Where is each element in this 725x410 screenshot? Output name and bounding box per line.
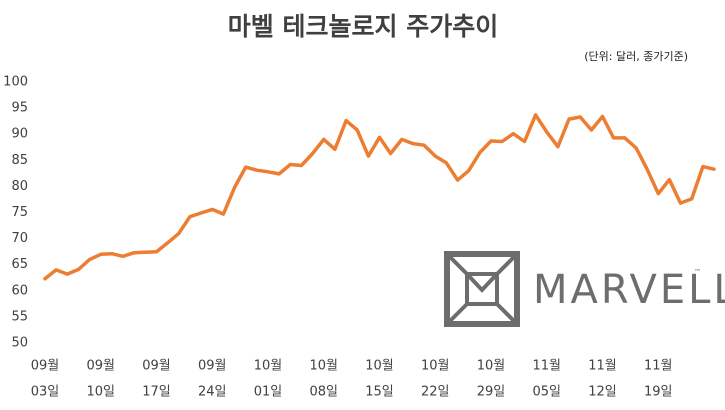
y-tick-label: 65 — [11, 257, 28, 272]
logo-m — [465, 272, 499, 293]
x-tick-label: 10월 — [421, 359, 450, 374]
x-tick-label: 15일 — [365, 385, 394, 400]
y-tick-label: 75 — [11, 205, 28, 220]
logo-text: MARVELL — [533, 267, 725, 313]
x-tick-label: 11월 — [532, 359, 561, 374]
x-tick-label: 19일 — [644, 385, 673, 400]
logo-corners — [445, 252, 519, 326]
x-tick-label: 09월 — [198, 359, 227, 374]
x-tick-label: 10월 — [254, 359, 283, 374]
x-tick-label: 11월 — [644, 359, 673, 374]
logo — [444, 251, 520, 327]
x-tick-label: 10월 — [477, 359, 506, 374]
x-tick-label: 29일 — [477, 385, 506, 400]
x-tick-label: 09월 — [31, 359, 60, 374]
x-tick-label: 05일 — [532, 385, 561, 400]
x-tick-label: 10월 — [309, 359, 338, 374]
logo-inner — [465, 272, 499, 306]
y-tick-label: 60 — [11, 283, 28, 298]
y-tick-label: 95 — [11, 101, 28, 116]
x-tick-label: 10월 — [365, 359, 394, 374]
y-tick-label: 55 — [11, 309, 28, 324]
x-tick-label: 17일 — [142, 385, 171, 400]
chart-subtitle: (단위: 달러, 종가기준) — [584, 50, 688, 63]
y-tick-label: 80 — [11, 179, 28, 194]
x-tick-label: 03일 — [31, 385, 60, 400]
logo-trademark: ™ — [694, 268, 701, 276]
x-tick-label: 09월 — [86, 359, 115, 374]
x-tick-label: 01일 — [254, 385, 283, 400]
x-tick-label: 10일 — [86, 385, 115, 400]
y-tick-label: 100 — [3, 75, 28, 90]
y-tick-label: 70 — [11, 231, 28, 246]
y-tick-label: 90 — [11, 127, 28, 142]
x-tick-label: 08일 — [309, 385, 338, 400]
x-tick-label: 09월 — [142, 359, 171, 374]
x-tick-label: 22일 — [421, 385, 450, 400]
line-series — [43, 113, 716, 281]
x-tick-label: 11월 — [588, 359, 617, 374]
chart-title: 마벨 테크놀로지 주가추이 — [228, 12, 498, 41]
x-tick-label: 24일 — [198, 385, 227, 400]
logo-frame — [444, 251, 520, 327]
y-tick-label: 85 — [11, 153, 28, 168]
y-tick-label: 50 — [11, 336, 28, 351]
x-tick-label: 12일 — [588, 385, 617, 400]
